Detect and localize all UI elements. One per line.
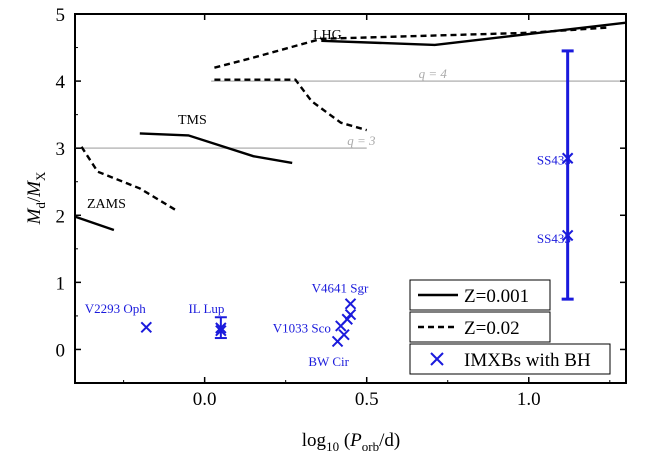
y-axis-label: Md/MX	[24, 171, 48, 225]
x-tick-label-0: 0.0	[193, 389, 217, 410]
plot-frame	[74, 13, 627, 384]
series-1-segment-2	[214, 78, 368, 132]
imxb-label-7: V4641 Sgr	[312, 280, 369, 295]
imxb-marker-9-b	[561, 152, 574, 164]
q-line-label-1: q = 4	[419, 66, 448, 81]
legend-label-z0001: Z=0.001	[464, 286, 529, 307]
y-tick-label-0: 0	[56, 340, 66, 361]
annotation-tms: TMS	[178, 113, 207, 128]
y-tick-label-2: 2	[56, 206, 66, 227]
imxb-label-4: BW Cir	[308, 354, 349, 369]
q-ratio-lines: q = 3 q = 4	[75, 66, 626, 149]
imxb-label-9: SS433	[537, 152, 571, 167]
q-line-label-0: q = 3	[347, 133, 376, 148]
imxb-marker-5-b	[338, 328, 350, 341]
track-curves	[74, 21, 627, 232]
legend-label-imxb: IMXBs with BH	[464, 350, 591, 371]
series-0-segment-0	[74, 215, 115, 232]
axis-ticks: 0.0 0.5 1.0 0 1 2 3 4 5	[56, 5, 626, 410]
x-axis-label: log10 (Porb/d)	[302, 430, 400, 453]
imxb-points: V2293 Oph IL Lup V1033 Sco BW Cir V4641 Sgr S…	[85, 49, 574, 369]
annotation-zams: ZAMS	[87, 197, 126, 212]
imxb-marker-0-b	[140, 321, 153, 334]
x-tick-label-1: 0.5	[355, 389, 379, 410]
imxb-marker-10-b	[561, 229, 574, 242]
imxb-label-0: V2293 Oph	[85, 301, 147, 316]
imxb-label-10: SS433	[537, 231, 571, 246]
imxb-marker-8-b	[344, 308, 357, 321]
series-1-segment-1	[214, 26, 610, 69]
y-tick-label-3: 3	[56, 139, 66, 160]
legend-box-1	[409, 279, 551, 311]
y-tick-label-5: 5	[56, 5, 66, 26]
imxb-label-1: IL Lup	[188, 301, 224, 316]
legend-cross-marker	[430, 352, 444, 366]
series-0-segment-1	[139, 132, 293, 165]
imxb-marker-2-b	[215, 322, 227, 334]
legend: Z=0.001 Z=0.02 IMXBs with BH	[409, 279, 611, 375]
annotation-lhg: LHG	[313, 28, 342, 43]
y-tick-label-4: 4	[56, 72, 66, 93]
imxb-marker-1-b	[215, 324, 227, 337]
legend-label-z002: Z=0.02	[464, 318, 520, 339]
series-1-segment-0	[80, 146, 177, 211]
y-tick-label-1: 1	[56, 273, 66, 294]
imxb-marker-7-b	[344, 298, 357, 310]
legend-box-3	[409, 343, 611, 375]
imxb-label-3: V1033 Sco	[273, 321, 331, 336]
x-tick-label-2: 1.0	[517, 389, 541, 410]
track-annotations: ZAMS TMS LHG	[87, 28, 342, 212]
